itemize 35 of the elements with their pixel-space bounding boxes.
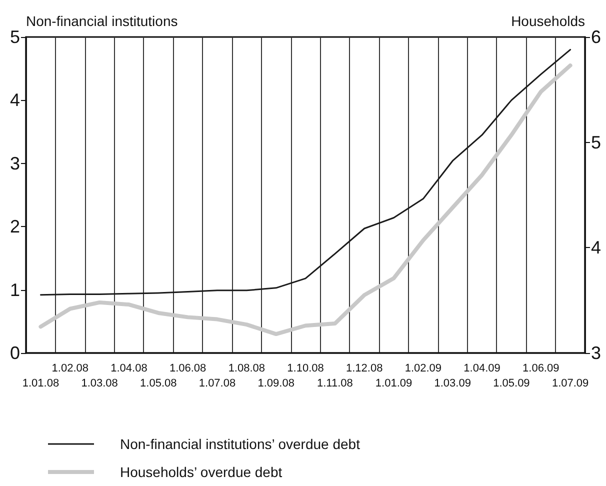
x-tick-label: 1.02.08 <box>52 362 88 374</box>
legend-label: Households’ overdue debt <box>120 464 282 480</box>
y2-tick-label: 6 <box>591 27 602 47</box>
x-tick-label: 1.06.08 <box>169 362 206 374</box>
x-tick-label: 1.07.08 <box>198 378 236 390</box>
y2-tick-label: 4 <box>591 238 602 258</box>
x-tick-label: 1.04.09 <box>464 362 500 374</box>
x-tick-label: 1.11.08 <box>316 378 353 390</box>
x-tick-label: 1.10.08 <box>287 362 324 374</box>
y-tick-label: 3 <box>10 153 20 174</box>
x-tick-label: 1.05.09 <box>493 378 530 390</box>
y2-tick-label: 3 <box>591 343 602 363</box>
x-tick-label: 1.01.08 <box>22 378 60 390</box>
x-tick-label: 1.05.08 <box>140 378 177 390</box>
line-series <box>40 48 572 296</box>
x-tick-label: 1.03.09 <box>434 378 471 390</box>
x-tick-label: 1.09.08 <box>258 378 294 390</box>
y-tick-label: 2 <box>10 216 20 237</box>
y-tick-label: 1 <box>10 280 20 300</box>
x-tick-label: 1.12.08 <box>346 362 383 374</box>
x-tick-label: 1.07.09 <box>552 378 589 390</box>
y2-tick-label: 5 <box>591 132 602 152</box>
line-series <box>38 63 572 336</box>
y2-axis-title: Households <box>511 13 585 29</box>
legend-label: Non-financial institutions’ overdue debt <box>120 436 360 452</box>
x-tick-label: 1.03.08 <box>81 378 118 390</box>
x-tick-label: 1.04.08 <box>110 362 148 374</box>
y-tick-label: 4 <box>10 90 20 110</box>
x-tick-label: 1.08.08 <box>228 362 266 374</box>
y-axis-title: Non-financial institutions <box>26 13 178 29</box>
y-tick-label: 0 <box>10 343 20 363</box>
x-tick-label: 1.01.09 <box>375 378 412 390</box>
x-tick-label: 1.06.09 <box>522 362 560 374</box>
x-tick-label: 1.02.09 <box>404 362 442 374</box>
y-tick-label: 5 <box>10 27 20 47</box>
